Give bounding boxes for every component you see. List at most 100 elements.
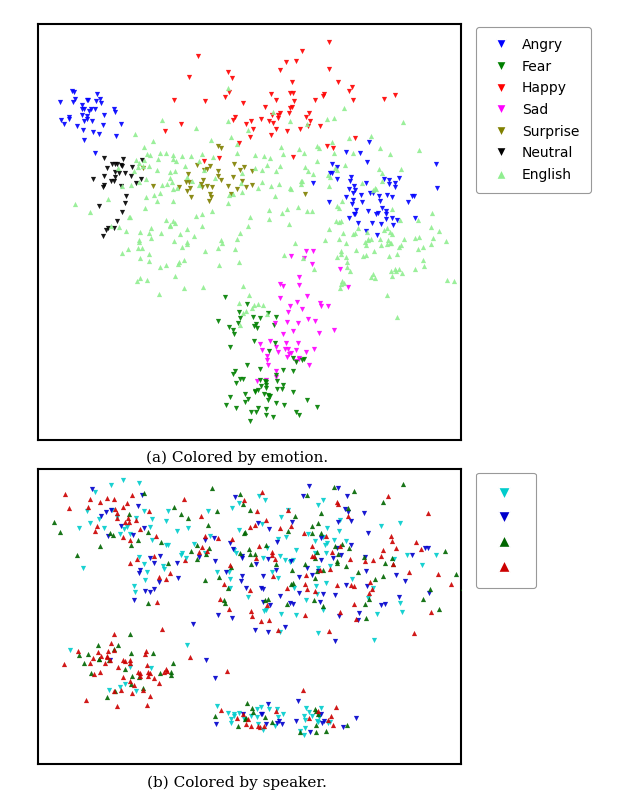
Point — [182, 511, 193, 524]
Text: (a) Colored by emotion.: (a) Colored by emotion. — [146, 451, 328, 465]
Point — [375, 233, 385, 246]
Point — [271, 364, 281, 377]
Point — [259, 604, 269, 617]
Point — [230, 402, 241, 415]
Point — [307, 710, 317, 723]
Angry — [83, 109, 93, 122]
Point — [442, 273, 452, 286]
Point — [228, 368, 238, 381]
Point — [214, 592, 225, 605]
Point — [390, 176, 401, 189]
Neutral — [116, 179, 126, 192]
Point — [252, 711, 262, 724]
Point — [251, 551, 261, 564]
Happy — [294, 123, 305, 136]
Point — [300, 609, 310, 622]
Point — [104, 684, 114, 696]
Point — [284, 348, 294, 361]
Point — [294, 571, 305, 584]
Point — [369, 633, 380, 646]
Point — [250, 385, 260, 398]
Point — [227, 612, 237, 625]
Point — [128, 528, 138, 541]
Point — [313, 708, 323, 721]
Point — [250, 519, 260, 532]
Point — [118, 501, 128, 514]
Point — [316, 701, 326, 714]
Point — [410, 263, 420, 276]
Point — [264, 389, 275, 402]
Point — [315, 595, 325, 608]
Surprise — [202, 179, 212, 192]
Point — [312, 545, 322, 558]
Point — [346, 579, 356, 591]
Point — [241, 718, 252, 730]
Point — [175, 227, 185, 240]
Happy — [266, 87, 276, 100]
Happy — [220, 90, 230, 103]
Point — [294, 143, 304, 156]
Surprise — [229, 158, 239, 170]
English — [171, 155, 181, 168]
Point — [150, 529, 161, 542]
Point — [172, 182, 182, 195]
Surprise — [204, 195, 214, 208]
Angry — [97, 97, 107, 110]
Point — [334, 201, 344, 214]
Point — [317, 564, 328, 577]
Point — [165, 566, 175, 579]
Point — [143, 525, 153, 538]
English — [139, 154, 149, 166]
Point — [144, 504, 154, 517]
Point — [333, 482, 343, 494]
Angry — [90, 103, 100, 116]
Point — [225, 581, 235, 594]
Fear — [234, 305, 244, 318]
Happy — [328, 141, 338, 154]
Point — [288, 351, 298, 364]
Point — [247, 609, 257, 622]
Angry — [77, 99, 88, 112]
Point — [213, 608, 223, 621]
Point — [287, 364, 298, 377]
Point — [264, 345, 274, 358]
Point — [252, 702, 262, 715]
Point — [365, 232, 376, 245]
Point — [337, 274, 347, 287]
Surprise — [182, 168, 193, 181]
Sad — [270, 317, 280, 330]
Point — [358, 249, 368, 262]
Point — [262, 350, 272, 363]
Happy — [234, 137, 244, 149]
Point — [339, 158, 349, 171]
Point — [302, 562, 312, 574]
Point — [264, 523, 274, 536]
Point — [423, 542, 433, 555]
Point — [148, 646, 158, 659]
Neutral — [117, 159, 127, 172]
Point — [271, 341, 281, 354]
Point — [230, 242, 240, 255]
Happy — [256, 113, 266, 126]
Point — [381, 213, 391, 225]
Point — [271, 165, 282, 178]
Point — [324, 180, 334, 193]
Point — [323, 713, 333, 726]
Point — [200, 548, 211, 561]
Point — [231, 546, 241, 559]
English — [138, 160, 148, 173]
Fear — [269, 319, 280, 332]
English — [149, 188, 159, 201]
Point — [263, 593, 273, 606]
Point — [135, 523, 145, 536]
Point — [335, 513, 345, 526]
Point — [428, 232, 438, 245]
Point — [390, 569, 401, 582]
Point — [288, 325, 298, 338]
Point — [181, 552, 191, 565]
Point — [276, 382, 287, 395]
Happy — [344, 85, 354, 98]
Point — [349, 598, 359, 611]
Sad — [299, 252, 309, 265]
Point — [117, 671, 127, 684]
